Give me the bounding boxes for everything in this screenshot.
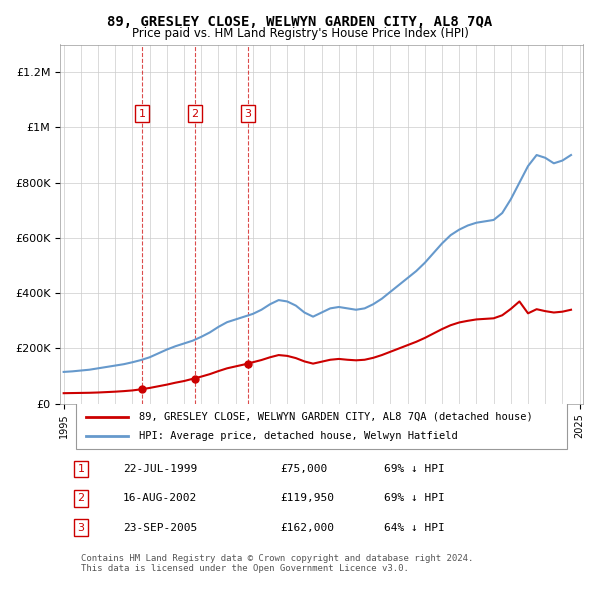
Text: 2: 2 xyxy=(191,109,198,119)
Text: £75,000: £75,000 xyxy=(280,464,327,474)
Text: 2: 2 xyxy=(77,493,85,503)
Text: 3: 3 xyxy=(245,109,251,119)
Text: 1: 1 xyxy=(77,464,85,474)
Text: £162,000: £162,000 xyxy=(280,523,334,533)
Text: 69% ↓ HPI: 69% ↓ HPI xyxy=(385,493,445,503)
Text: Price paid vs. HM Land Registry's House Price Index (HPI): Price paid vs. HM Land Registry's House … xyxy=(131,27,469,40)
Text: 3: 3 xyxy=(77,523,85,533)
FancyBboxPatch shape xyxy=(76,401,568,450)
Text: Contains HM Land Registry data © Crown copyright and database right 2024.
This d: Contains HM Land Registry data © Crown c… xyxy=(81,554,473,573)
Text: HPI: Average price, detached house, Welwyn Hatfield: HPI: Average price, detached house, Welw… xyxy=(139,431,457,441)
Text: 89, GRESLEY CLOSE, WELWYN GARDEN CITY, AL8 7QA (detached house): 89, GRESLEY CLOSE, WELWYN GARDEN CITY, A… xyxy=(139,412,532,422)
Text: 22-JUL-1999: 22-JUL-1999 xyxy=(123,464,197,474)
Text: 23-SEP-2005: 23-SEP-2005 xyxy=(123,523,197,533)
Text: 64% ↓ HPI: 64% ↓ HPI xyxy=(385,523,445,533)
Text: 16-AUG-2002: 16-AUG-2002 xyxy=(123,493,197,503)
Text: 89, GRESLEY CLOSE, WELWYN GARDEN CITY, AL8 7QA: 89, GRESLEY CLOSE, WELWYN GARDEN CITY, A… xyxy=(107,15,493,29)
Text: 1: 1 xyxy=(139,109,145,119)
Text: £119,950: £119,950 xyxy=(280,493,334,503)
Text: 69% ↓ HPI: 69% ↓ HPI xyxy=(385,464,445,474)
